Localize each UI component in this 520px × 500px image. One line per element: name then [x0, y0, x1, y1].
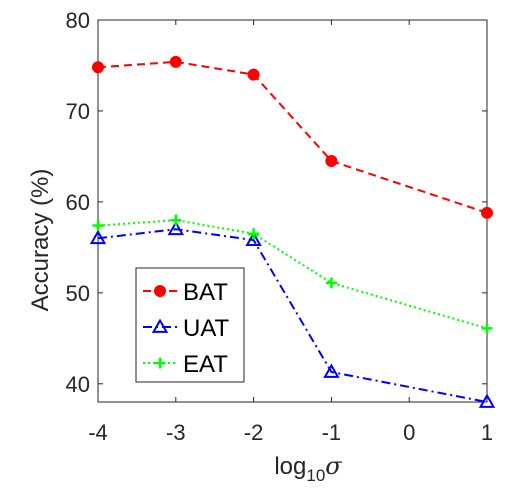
series-eat	[92, 214, 493, 334]
legend-marker	[154, 357, 166, 369]
legend-label: EAT	[183, 351, 228, 378]
x-tick-label: -3	[166, 420, 186, 445]
data-point-eat	[325, 277, 337, 289]
legend-marker	[154, 285, 166, 297]
y-axis: 40 50 60 70 80	[66, 8, 487, 397]
data-point-eat	[170, 214, 182, 226]
x-axis: -4 -3 -2 -1 0 1	[88, 20, 493, 445]
data-point-eat	[248, 228, 260, 240]
data-point-bat	[325, 154, 338, 167]
y-tick-label: 70	[66, 99, 90, 124]
y-axis-label: Accuracy (%)	[27, 169, 54, 312]
legend-item-uat: UAT	[143, 315, 230, 342]
legend-label: UAT	[183, 315, 230, 342]
data-point-uat	[245, 231, 262, 246]
data-point-eat	[92, 220, 104, 232]
data-point-uat	[478, 393, 496, 408]
series-line-bat	[97, 60, 488, 214]
data-point-uat	[89, 229, 107, 245]
data-point-bat	[169, 55, 182, 68]
series-bat	[92, 55, 493, 219]
legend-marker	[151, 318, 169, 333]
series-layer	[89, 55, 496, 408]
x-axis-label-symbol: σ	[325, 452, 342, 480]
x-tick-label: -4	[88, 420, 108, 445]
y-tick-label: 80	[66, 8, 90, 33]
y-tick-label: 50	[66, 281, 90, 306]
data-point-bat	[481, 206, 493, 219]
data-point-uat	[167, 220, 185, 236]
series-line-uat	[97, 228, 488, 403]
x-tick-label: 0	[403, 420, 415, 445]
legend: BAT UAT EAT	[135, 267, 245, 383]
x-axis-label: log10σ	[274, 452, 342, 485]
x-axis-label-base: log	[274, 453, 306, 480]
x-axis-label-subscript: 10	[306, 466, 325, 485]
data-point-bat	[247, 68, 260, 81]
legend-item-bat: BAT	[143, 279, 228, 306]
y-tick-label: 60	[66, 190, 90, 215]
y-tick-label: 40	[66, 372, 90, 397]
legend-label: BAT	[183, 279, 228, 306]
series-uat	[89, 220, 496, 408]
data-point-eat	[481, 322, 493, 334]
x-tick-label: -1	[322, 420, 342, 445]
x-tick-label: -2	[244, 420, 264, 445]
data-point-uat	[323, 363, 340, 378]
data-point-bat	[92, 61, 104, 74]
x-tick-label: 1	[481, 420, 493, 445]
legend-item-eat: EAT	[143, 351, 228, 378]
